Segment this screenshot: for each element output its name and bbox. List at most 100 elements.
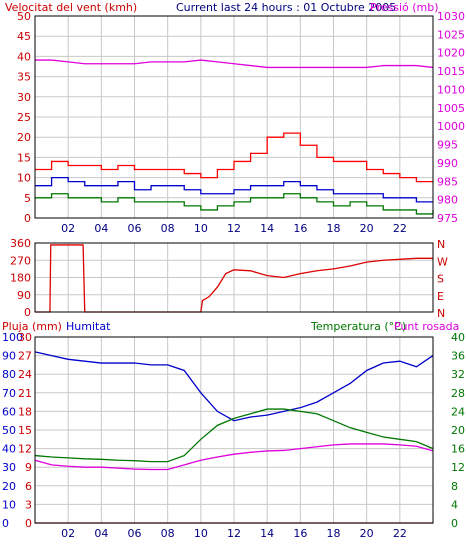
pressure-tick-label: 1025	[437, 28, 465, 41]
wind-tick-label: 15	[17, 151, 31, 164]
x-tick-label: 22	[393, 222, 407, 235]
rain-tick-label: 9	[25, 461, 32, 474]
x-tick-label: 06	[128, 222, 142, 235]
rain-tick-label: 30	[18, 331, 32, 344]
humidity-tick-label: 0	[2, 517, 9, 530]
humidity-tick-label: 30	[2, 461, 16, 474]
x-tick-label: 04	[94, 527, 108, 540]
pressure-axis-label: Pressió (mb)	[370, 1, 439, 14]
temperature-axis-label: Temperatura (°C)	[310, 320, 406, 333]
temperature-tick-label: 40	[451, 331, 465, 344]
temperature-tick-label: 20	[451, 424, 465, 437]
pressure-tick-label: 1030	[437, 10, 465, 23]
pressure-tick-label: 1010	[437, 83, 465, 96]
plot-frame	[34, 336, 434, 524]
compass-label: E	[437, 290, 444, 303]
rain-tick-label: 15	[18, 424, 32, 437]
humidity-tick-label: 20	[2, 480, 16, 493]
wind_min-line	[35, 193, 434, 215]
x-tick-label: 18	[327, 527, 341, 540]
x-tick-label: 02	[61, 222, 75, 235]
humidity-tick-label: 90	[2, 350, 16, 363]
humidity-tick-label: 50	[2, 424, 16, 437]
wind-axis-label: Velocitat del vent (kmh)	[5, 1, 137, 14]
humidity-tick-label: 80	[2, 368, 16, 381]
wind-tick-label: 50	[17, 10, 31, 23]
wind-tick-label: 5	[24, 192, 31, 205]
pressure-tick-label: 1000	[437, 120, 465, 133]
x-tick-label: 08	[161, 527, 175, 540]
wind-tick-label: 0	[24, 212, 31, 225]
direction-tick-label: 180	[10, 272, 31, 285]
pressure-tick-label: 990	[437, 157, 458, 170]
chart-title: Current last 24 hours : 01 Octubre 2005	[176, 1, 396, 14]
x-tick-label: 04	[94, 222, 108, 235]
wind-tick-label: 35	[17, 71, 31, 84]
wind-pressure-panel: 0510152025303540455097598098599099510001…	[17, 10, 465, 235]
pressure-tick-label: 1005	[437, 102, 465, 115]
x-tick-label: 22	[393, 527, 407, 540]
pressure-tick-label: 1020	[437, 47, 465, 60]
wind-tick-label: 40	[17, 50, 31, 63]
temperature-tick-label: 12	[451, 461, 465, 474]
compass-label: N	[437, 307, 445, 320]
rain-tick-label: 3	[25, 498, 32, 511]
direction-tick-label: 0	[24, 306, 31, 319]
temperature-tick-label: 8	[451, 480, 458, 493]
temperature-tick-label: 16	[451, 443, 465, 456]
temperature-tick-label: 24	[451, 405, 465, 418]
wind-tick-label: 30	[17, 91, 31, 104]
wind-tick-label: 20	[17, 131, 31, 144]
humidity-tick-label: 40	[2, 443, 16, 456]
x-tick-label: 06	[128, 527, 142, 540]
x-tick-label: 14	[260, 527, 274, 540]
x-tick-label: 20	[360, 527, 374, 540]
rain-tick-label: 12	[18, 443, 32, 456]
rain-tick-label: 24	[18, 368, 32, 381]
x-tick-label: 12	[227, 527, 241, 540]
gust-line	[35, 132, 433, 183]
x-tick-label: 16	[293, 222, 307, 235]
dewpoint-line	[34, 443, 434, 471]
humidity-tick-label: 70	[2, 387, 16, 400]
compass-label: S	[437, 273, 444, 286]
wind-tick-label: 45	[17, 30, 31, 43]
humidity-tick-label: 100	[2, 331, 23, 344]
humidity-line	[34, 351, 434, 422]
pressure-tick-label: 985	[437, 175, 458, 188]
humidity-axis-label: Humitat	[66, 320, 111, 333]
humidity-tick-label: 60	[2, 405, 16, 418]
rain-tick-label: 27	[18, 350, 32, 363]
direction-tick-label: 90	[17, 289, 31, 302]
wind-tick-label: 25	[17, 111, 31, 124]
x-tick-label: 16	[293, 527, 307, 540]
rain-axis-label: Pluja (mm)	[2, 320, 62, 333]
x-tick-label: 10	[194, 527, 208, 540]
pressure-tick-label: 980	[437, 194, 458, 207]
x-tick-label: 08	[161, 222, 175, 235]
wind_avg-line	[35, 176, 433, 203]
x-tick-label: 14	[260, 222, 274, 235]
temperature-tick-label: 32	[451, 368, 465, 381]
wind-tick-label: 10	[17, 172, 31, 185]
temperature-tick-label: 36	[451, 350, 465, 363]
pressure-tick-label: 1015	[437, 65, 465, 78]
rain-tick-label: 6	[25, 480, 32, 493]
x-tick-label: 20	[360, 222, 374, 235]
plot-frame	[34, 15, 434, 219]
temperature-tick-label: 4	[451, 498, 458, 511]
pressure-tick-label: 995	[437, 139, 458, 152]
rain-tick-label: 18	[18, 405, 32, 418]
direction-tick-label: 360	[10, 237, 31, 250]
rain-tick-label: 0	[25, 517, 32, 530]
x-tick-label: 02	[61, 527, 75, 540]
temperature-tick-label: 28	[451, 387, 465, 400]
pressure-tick-label: 975	[437, 212, 458, 225]
plot-frame	[34, 242, 434, 313]
x-tick-label: 18	[327, 222, 341, 235]
